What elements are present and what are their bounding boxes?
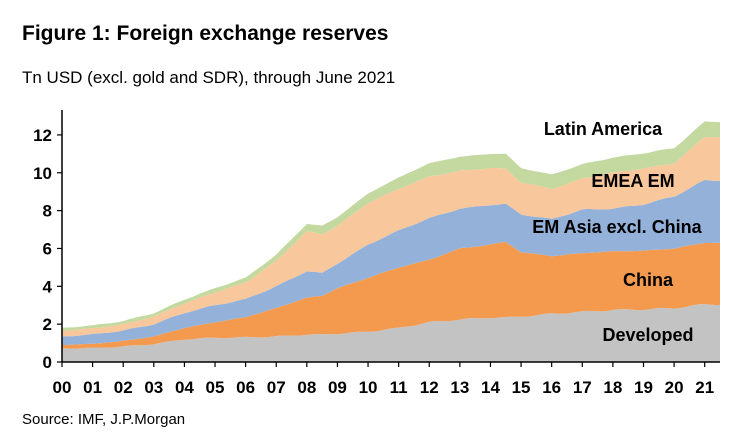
series-label-china: China bbox=[623, 270, 674, 290]
x-tick-label: 03 bbox=[144, 378, 163, 397]
chart-subtitle: Tn USD (excl. gold and SDR), through Jun… bbox=[22, 68, 396, 87]
x-tick-label: 06 bbox=[236, 378, 255, 397]
y-tick-label: 8 bbox=[43, 202, 52, 221]
series-label-em-asia-excl-china: EM Asia excl. China bbox=[532, 217, 702, 237]
series-labels-group: Developed China EM Asia excl. China EMEA EM… bbox=[532, 119, 702, 345]
y-tick-label: 6 bbox=[43, 239, 52, 258]
x-tick-label: 13 bbox=[450, 378, 469, 397]
y-tick-label: 4 bbox=[43, 277, 53, 296]
x-tick-label: 15 bbox=[512, 378, 531, 397]
series-label-developed: Developed bbox=[602, 325, 693, 345]
x-tick-label: 11 bbox=[390, 378, 408, 397]
x-tick-label: 14 bbox=[481, 378, 500, 397]
x-tick-label: 19 bbox=[634, 378, 653, 397]
series-label-latin-america: Latin America bbox=[544, 119, 663, 139]
area-series-developed bbox=[62, 304, 720, 362]
chart-source: Source: IMF, J.P.Morgan bbox=[22, 411, 186, 428]
y-tick-label: 2 bbox=[43, 315, 52, 334]
x-tick-label: 10 bbox=[359, 378, 378, 397]
x-tick-label: 04 bbox=[175, 378, 194, 397]
area-series-china bbox=[62, 241, 720, 349]
x-tick-label: 16 bbox=[542, 378, 561, 397]
x-tick-label: 05 bbox=[206, 378, 225, 397]
y-tick-label: 10 bbox=[33, 164, 52, 183]
area-series-em-asia-excl-china bbox=[62, 179, 720, 346]
x-tick-label: 20 bbox=[665, 378, 684, 397]
x-tick-label: 21 bbox=[695, 378, 714, 397]
x-tick-label: 08 bbox=[297, 378, 316, 397]
x-tick-label: 00 bbox=[53, 378, 72, 397]
series-label-emea-em: EMEA EM bbox=[591, 171, 674, 191]
x-tick-label: 12 bbox=[420, 378, 439, 397]
chart-title: Figure 1: Foreign exchange reserves bbox=[22, 22, 389, 45]
y-tick-label: 12 bbox=[33, 126, 52, 145]
x-tick-label: 18 bbox=[603, 378, 622, 397]
x-tick-label: 07 bbox=[267, 378, 286, 397]
x-tick-label: 09 bbox=[328, 378, 347, 397]
y-tick-label: 0 bbox=[43, 353, 52, 372]
x-tick-label: 01 bbox=[83, 378, 102, 397]
x-tick-label: 02 bbox=[114, 378, 133, 397]
x-tick-label: 17 bbox=[573, 378, 592, 397]
area-series-group bbox=[62, 121, 720, 362]
area-series-latin-america bbox=[62, 121, 720, 331]
